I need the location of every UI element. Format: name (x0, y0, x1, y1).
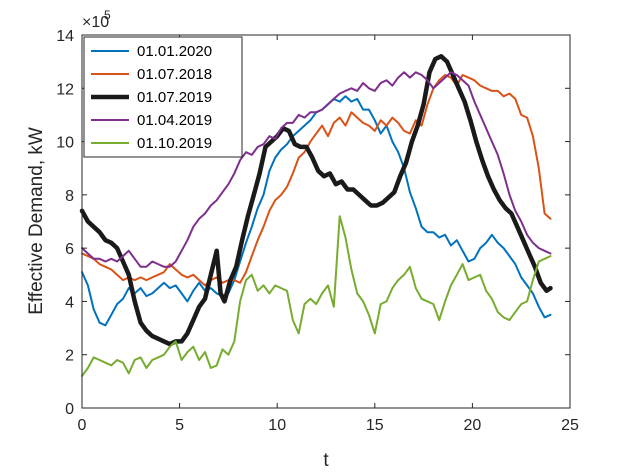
x-tick-label: 5 (175, 417, 184, 434)
y-tick-label: 10 (56, 135, 74, 152)
y-tick-label: 14 (56, 28, 74, 45)
legend-label: 01.10.2019 (137, 135, 212, 152)
x-tick-label: 20 (464, 417, 482, 434)
legend-label: 01.04.2019 (137, 112, 212, 129)
y-tick-label: 6 (65, 241, 74, 258)
series-line-01.10.2019 (81, 215, 552, 377)
axes-layer: 0 5 10 15 20 25 0 2 4 6 8 10 12 14 (56, 28, 579, 434)
y-tick-label: 8 (65, 188, 74, 205)
legend: 01.01.2020 01.07.2018 01.07.2019 01.04.2019… (83, 36, 243, 158)
legend-label: 01.01.2020 (137, 43, 212, 60)
y-tick-label: 12 (56, 81, 74, 98)
series-line-01.07.2019 (79, 54, 553, 347)
series-line-01.04.2019 (81, 71, 552, 268)
series-line-01.07.2018 (81, 74, 552, 287)
axes-box (81, 34, 571, 409)
x-tick-label: 0 (78, 417, 87, 434)
y-axis-label: Effective Demand, kW (26, 127, 47, 315)
x-tick-label: 25 (561, 417, 579, 434)
x-tick-label: 10 (268, 417, 286, 434)
y-exponent-power: 5 (104, 8, 111, 22)
y-tick-label: 2 (65, 348, 74, 365)
y-exponent-base: ×10 (82, 14, 109, 31)
x-tick-label: 15 (366, 417, 384, 434)
y-tick-label: 4 (65, 294, 74, 311)
series-layer (79, 54, 553, 377)
y-tick-label: 0 (65, 401, 74, 418)
legend-label: 01.07.2019 (137, 89, 212, 106)
y-exponent-label: ×10 5 (82, 8, 111, 31)
legend-label: 01.07.2018 (137, 66, 212, 83)
x-axis-label: t (323, 450, 329, 471)
